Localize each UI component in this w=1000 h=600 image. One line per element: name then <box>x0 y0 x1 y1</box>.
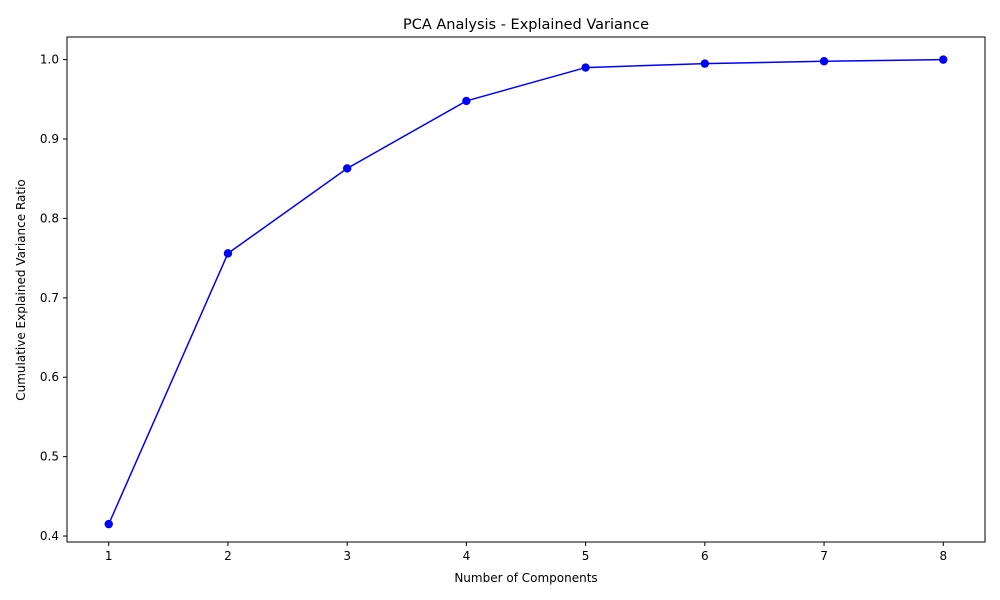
y-tick-label: 0.9 <box>40 132 59 146</box>
y-tick-label: 0.8 <box>40 211 59 225</box>
x-tick-label: 1 <box>105 549 113 563</box>
x-tick-label: 6 <box>701 549 709 563</box>
series-layer <box>104 55 948 529</box>
series-line <box>108 58 944 525</box>
data-point[interactable] <box>581 63 590 72</box>
data-point[interactable] <box>342 164 352 173</box>
x-tick-label: 5 <box>582 549 590 563</box>
x-tick-label: 7 <box>820 549 828 563</box>
data-point[interactable] <box>939 55 948 64</box>
data-point[interactable] <box>223 249 233 258</box>
y-tick-label: 1.0 <box>40 53 59 67</box>
x-tick-label: 3 <box>343 549 351 563</box>
plot-frame <box>66 36 986 543</box>
y-axis-label: Cumulative Explained Variance Ratio <box>14 179 28 401</box>
y-tick-label: 0.7 <box>40 291 59 305</box>
y-tick-label: 0.5 <box>40 450 59 464</box>
data-point[interactable] <box>700 59 710 68</box>
chart-title: PCA Analysis - Explained Variance <box>403 17 649 33</box>
y-tick-label: 0.4 <box>40 529 59 543</box>
axis-ticks: 1 2 3 4 5 6 7 8 0.4 0.5 0.6 0.7 0.8 0.9 1.0 <box>40 53 947 563</box>
data-point[interactable] <box>104 519 113 529</box>
x-tick-label: 8 <box>939 549 947 563</box>
x-axis-label: Number of Components <box>454 571 597 585</box>
x-tick-label: 2 <box>224 549 232 563</box>
y-tick-label: 0.6 <box>40 370 59 384</box>
x-tick-label: 4 <box>463 549 471 563</box>
data-point[interactable] <box>462 96 471 106</box>
data-point[interactable] <box>819 57 829 66</box>
